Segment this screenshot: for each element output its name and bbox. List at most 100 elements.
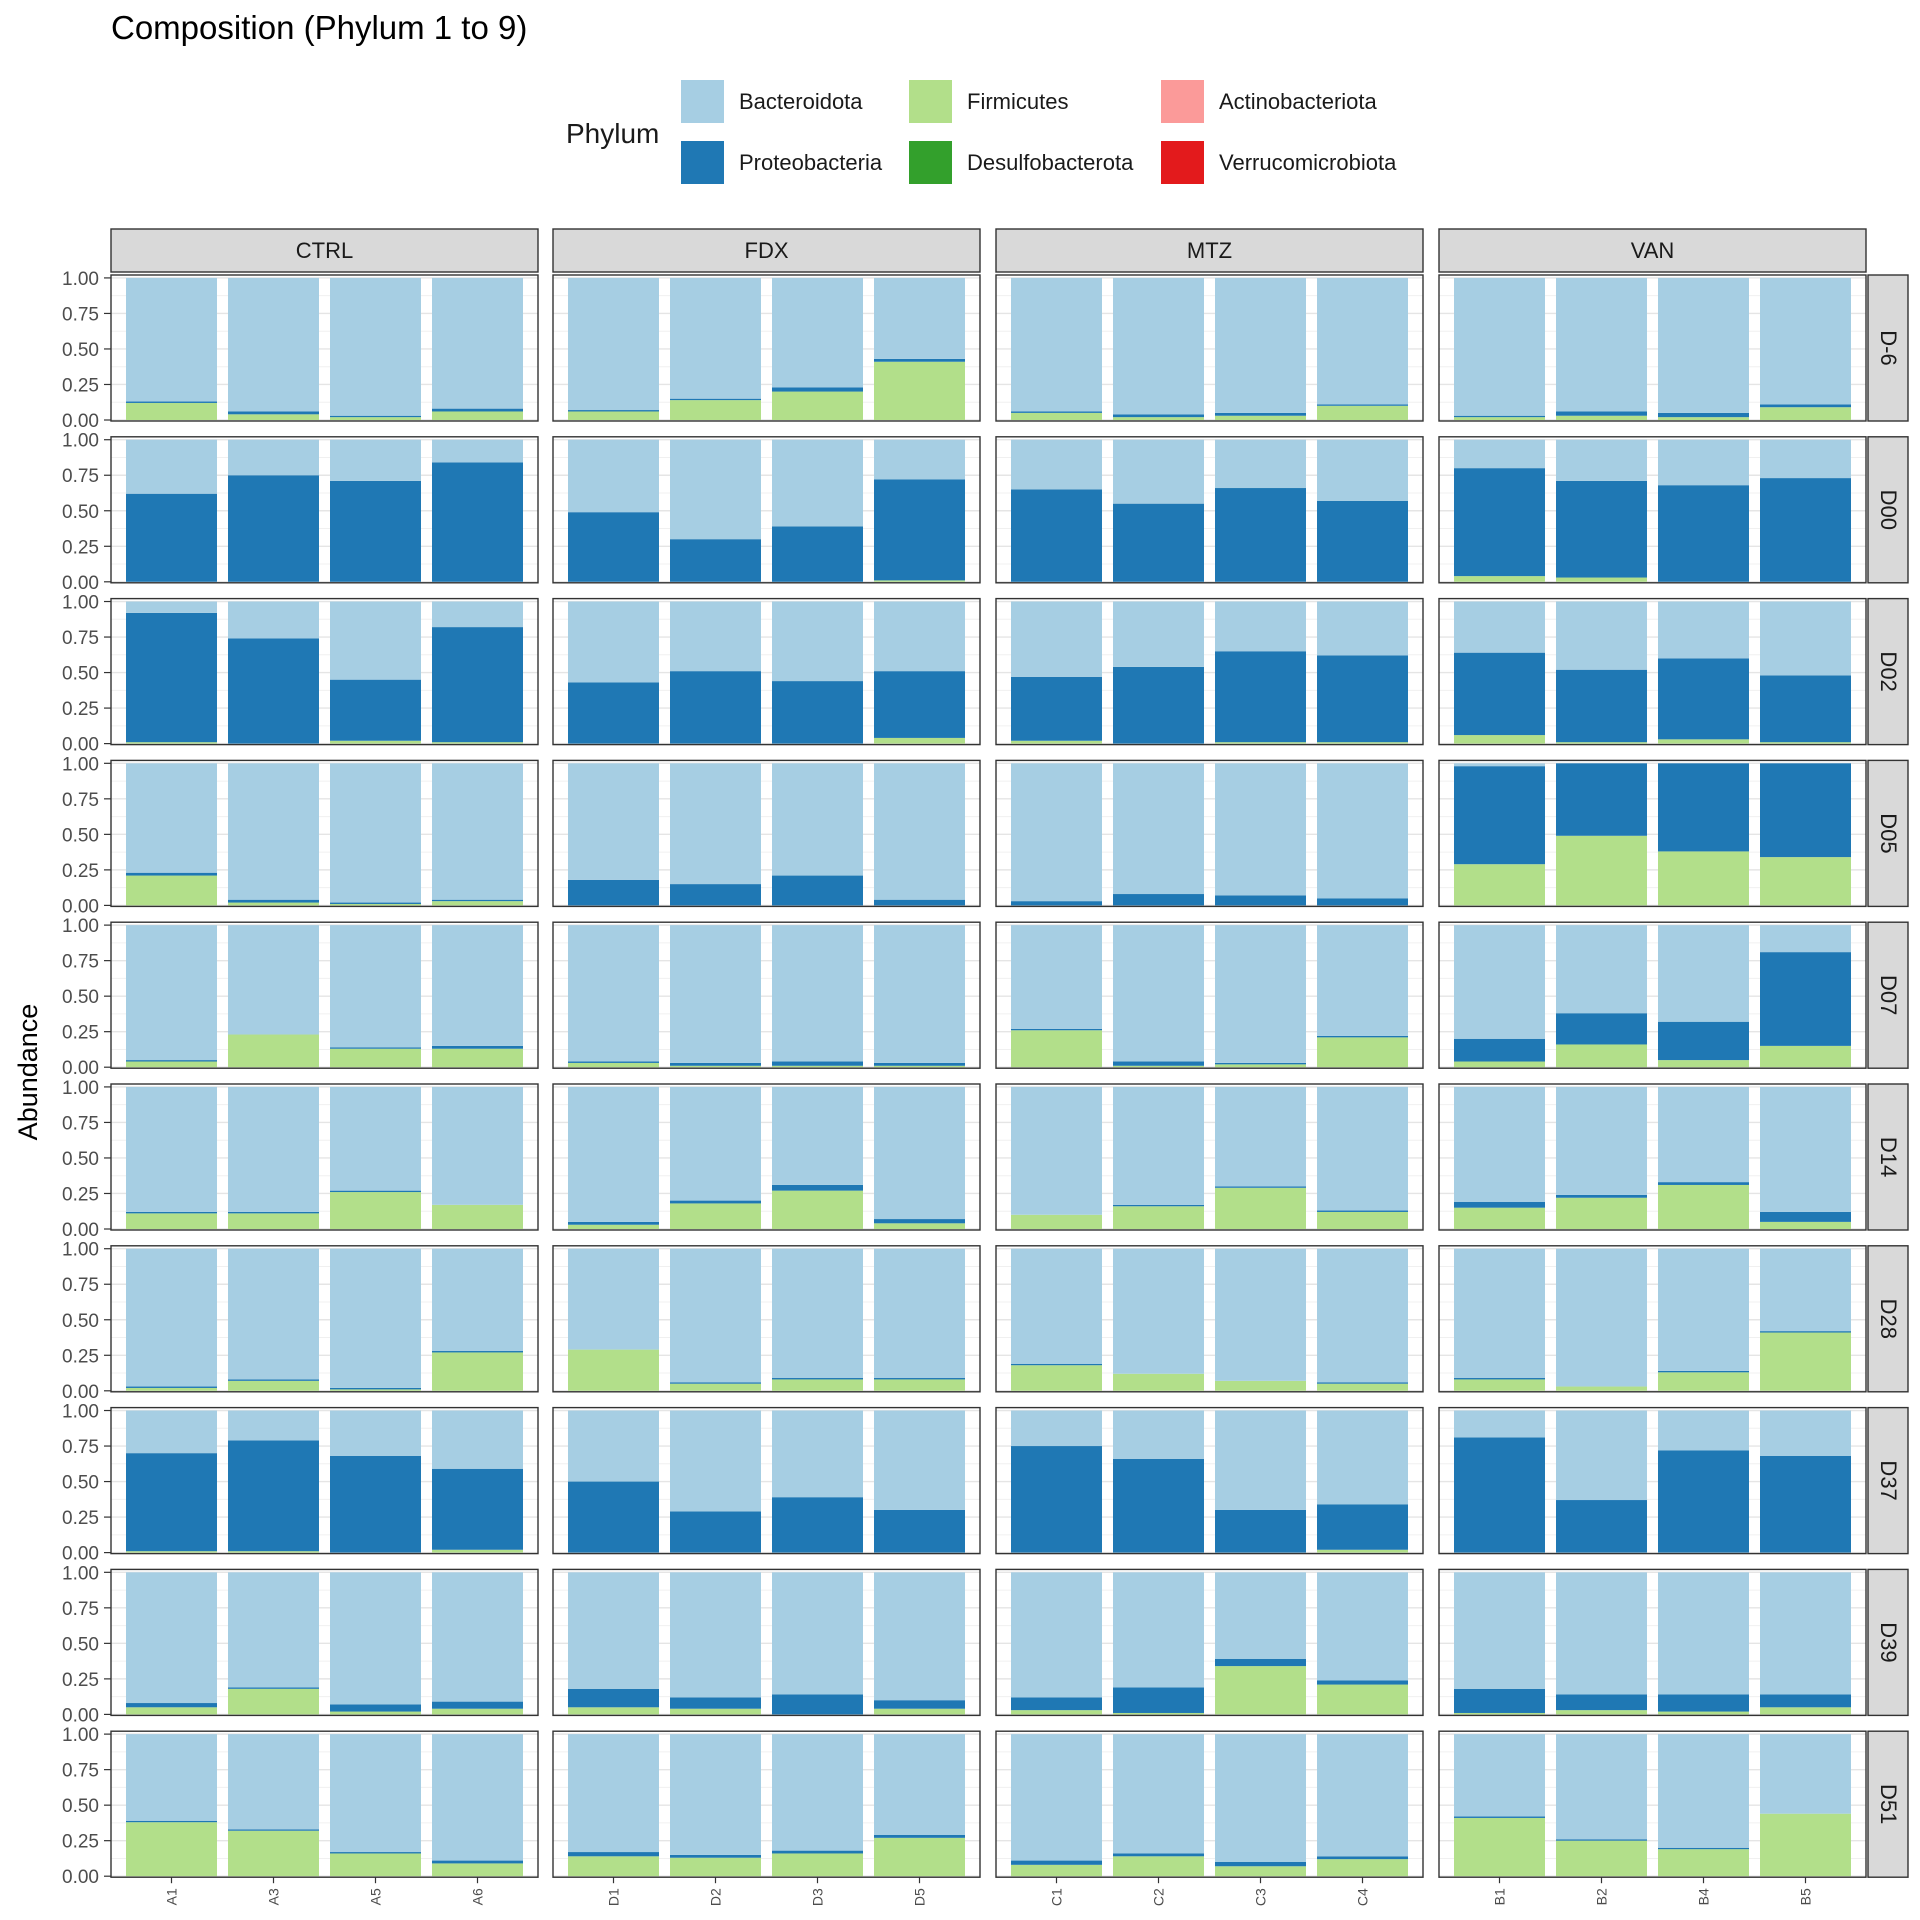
legend-label-bacteroidota: Bacteroidota [739,89,863,114]
bar-bacteroidota [772,1248,863,1379]
bar-proteobacteria [568,1061,659,1063]
bar-bacteroidota [1454,277,1545,416]
bar-proteobacteria [568,1852,659,1857]
bar-proteobacteria [670,1062,761,1066]
bar-proteobacteria [1658,1450,1749,1553]
x-tick-label-d3: D3 [810,1888,826,1906]
bar-proteobacteria [1658,1021,1749,1061]
bar-bacteroidota [1317,1248,1408,1383]
bar-proteobacteria [432,1045,523,1049]
bar-proteobacteria [1556,1013,1647,1045]
bar-firmicutes [1556,1197,1647,1229]
bar-firmicutes [1454,1061,1545,1068]
bar-proteobacteria [432,1860,523,1864]
bar-firmicutes [1658,1711,1749,1715]
bar-proteobacteria [1317,1210,1408,1212]
y-tick-label: 0.00 [62,1867,99,1888]
bar-proteobacteria [330,1852,421,1854]
bar-bacteroidota [670,1410,761,1512]
bar-proteobacteria [1454,1378,1545,1380]
bar-firmicutes [1454,417,1545,420]
bar-bacteroidota [670,1572,761,1698]
panel-border [552,1568,981,1717]
bar-bacteroidota [874,925,965,1063]
y-tick-label: 0.50 [62,1311,99,1332]
bar-proteobacteria [1113,894,1204,906]
bar-proteobacteria [1011,411,1102,413]
panel-border [552,597,981,746]
bar-bacteroidota [1011,601,1102,677]
strip-d07 [1867,921,1909,1069]
bar-bacteroidota [568,925,659,1062]
bar-proteobacteria [670,671,761,744]
bar-proteobacteria [1760,1455,1851,1553]
bar-proteobacteria [228,411,319,415]
bar-bacteroidota [874,1572,965,1701]
bar-firmicutes [1454,735,1545,744]
bar-proteobacteria [1658,1370,1749,1373]
bar-proteobacteria [1113,414,1204,418]
bar-bacteroidota [1658,277,1749,413]
panel-border [552,1083,981,1231]
strip-label-d37: D37 [1876,1460,1901,1500]
panel-border [110,597,539,746]
bar-proteobacteria [126,493,217,582]
bar-firmicutes [126,742,217,744]
y-tick-label: 1.00 [62,754,99,775]
bar-firmicutes [670,1383,761,1391]
bar-proteobacteria [1317,1504,1408,1550]
legend-key-desulfobacterota [909,141,952,184]
bar-bacteroidota [1215,1410,1306,1510]
bar-proteobacteria [126,1820,217,1823]
bar-firmicutes [432,1708,523,1715]
bar-bacteroidota [568,1734,659,1853]
bar-proteobacteria [432,1351,523,1353]
bar-proteobacteria [330,1190,421,1193]
bar-proteobacteria [772,681,863,744]
legend: Phylum Bacteroidota Proteobacteria Firmicut… [566,80,1397,184]
bar-firmicutes [1113,1373,1204,1391]
bar-proteobacteria [1317,1856,1408,1860]
bar-bacteroidota [1454,763,1545,767]
bar-firmicutes [1317,742,1408,744]
y-tick-label: 0.75 [62,628,99,649]
legend-label-verrucomicrobiota: Verrucomicrobiota [1219,150,1397,175]
bar-bacteroidota [1317,925,1408,1036]
bar-firmicutes [228,1551,319,1553]
bar-bacteroidota [670,763,761,885]
y-tick-label: 0.75 [62,1275,99,1296]
bar-firmicutes [568,411,659,420]
bar-bacteroidota [1658,601,1749,659]
bar-bacteroidota [330,1734,421,1853]
bar-proteobacteria [228,1440,319,1552]
bar-proteobacteria [126,612,217,743]
bar-proteobacteria [1317,1680,1408,1685]
bar-proteobacteria [874,479,965,581]
bar-bacteroidota [126,1734,217,1821]
y-tick-label: 0.00 [62,1220,99,1241]
y-tick-label: 0.00 [62,411,99,432]
bar-bacteroidota [670,601,761,672]
strip-d39 [1867,1568,1909,1717]
bar-proteobacteria [772,1184,863,1191]
bar-proteobacteria [126,1211,217,1214]
bar-proteobacteria [772,1497,863,1553]
bar-firmicutes [432,1204,523,1229]
bar-firmicutes [126,1822,217,1877]
bar-proteobacteria [1556,763,1647,836]
bar-proteobacteria [1760,1331,1851,1333]
bar-firmicutes [1317,1859,1408,1877]
bar-proteobacteria [1113,1853,1204,1857]
panel-border [995,759,1424,908]
bar-firmicutes [1760,857,1851,906]
strip-fdx [552,228,981,273]
bar-firmicutes [126,1061,217,1068]
y-axis-title: Abundance [13,1004,43,1141]
bar-proteobacteria [670,884,761,906]
bar-bacteroidota [1760,1410,1851,1456]
bar-proteobacteria [1556,411,1647,416]
bar-proteobacteria [874,1509,965,1553]
bar-proteobacteria [772,1850,863,1854]
bar-proteobacteria [1215,1658,1306,1667]
y-tick-label: 0.25 [62,537,99,558]
